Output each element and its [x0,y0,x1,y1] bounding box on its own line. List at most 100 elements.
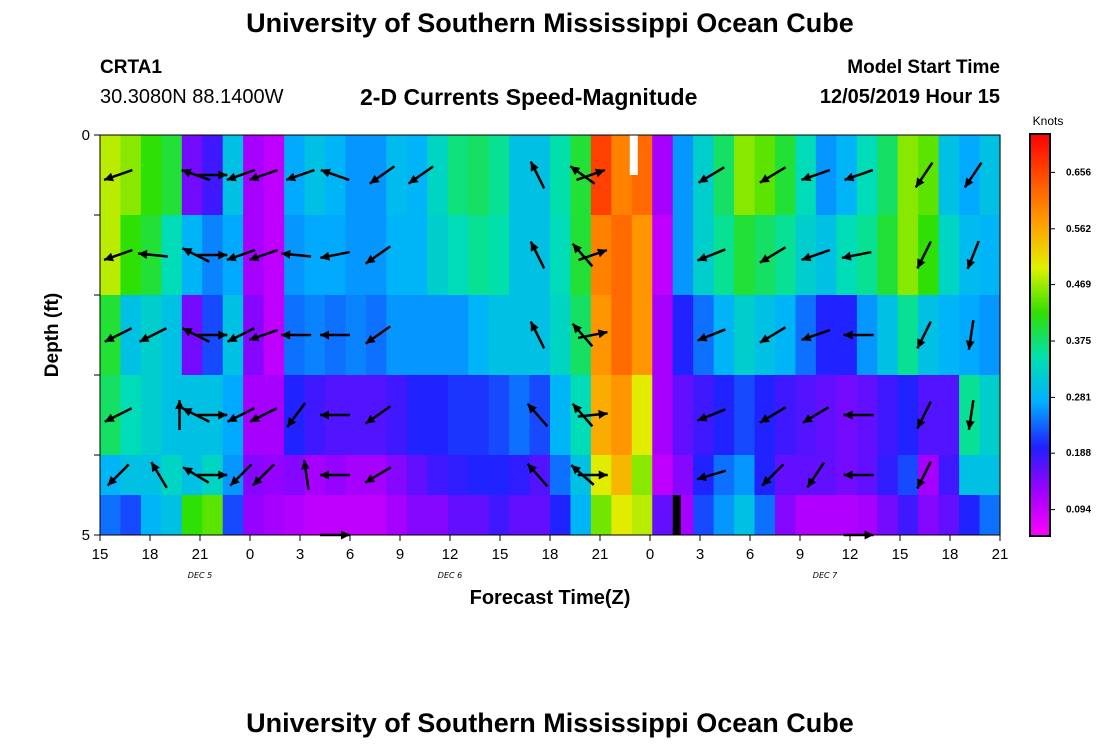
vector-head [697,333,708,342]
vector-head [320,168,331,178]
heatmap-cell [304,295,326,375]
heatmap-cell [406,295,428,375]
current-vector [248,248,278,262]
heatmap-cell [979,215,1001,295]
heatmap-cell [161,375,183,455]
vector-head [218,170,228,180]
vector-head [320,251,330,261]
heatmap-cell [284,495,306,535]
heatmap-cell [631,295,653,375]
heatmap-cell [877,215,899,295]
heatmap-cell [652,495,674,535]
x-tick-label: 6 [746,546,754,563]
station-id: CRTA1 [100,57,162,78]
vector-head [151,462,160,473]
y-tick-label: 5 [82,527,90,544]
heatmap-cell [304,495,326,535]
current-vector [281,330,312,340]
current-vector [696,248,726,262]
heatmap-cell [263,375,285,455]
heatmap-cell [345,215,367,295]
current-vectors [103,161,983,540]
vector-head [183,467,194,476]
current-vector [229,463,253,487]
current-vector [320,410,350,420]
current-vector [407,165,434,185]
vector-head [104,413,115,422]
current-vector [181,407,210,423]
heatmap-cell [959,295,981,375]
current-vector [301,459,310,491]
current-vector [843,330,874,340]
heatmap-cell [795,375,817,455]
vector-head [801,172,812,182]
vector-head [759,174,770,183]
current-vector [801,248,831,262]
heatmap-cell [775,295,797,375]
heatmap-cell [672,455,694,495]
heatmap-cell [529,215,551,295]
current-vector [226,168,256,182]
current-vector [526,402,549,428]
vector-head [226,172,237,182]
heatmap-cell [611,495,633,535]
vector-head [365,474,376,483]
vector-head [572,243,582,254]
heatmap-cell [509,455,531,495]
vector-head [759,254,770,263]
heatmap-cell [918,455,940,495]
heatmap-cell [734,215,756,295]
heatmap-cell [243,215,265,295]
heatmap-cell [938,375,960,455]
current-vector [103,168,133,182]
heatmap-cell [631,215,653,295]
heatmap-cell [734,495,756,535]
heatmap-cell [509,375,531,455]
heatmap-cell [897,135,919,215]
current-vector [759,166,787,184]
vector-head [249,332,260,342]
current-vector [197,410,228,420]
current-vector [104,407,133,423]
current-vector [103,248,133,262]
heatmap-cell [345,495,367,535]
current-vector [843,470,874,480]
heatmap-cell [181,375,203,455]
heatmap-cell [856,135,878,215]
footer-title: University of Southern Mississippi Ocean… [246,708,854,738]
heatmap-cell [325,495,347,535]
current-vector [181,168,211,182]
heatmap-cell [815,215,837,295]
colorbar-tick-label: 0.469 [1066,280,1091,291]
heatmap-cell [447,455,469,495]
current-vector [759,326,787,344]
vector-head [320,410,329,420]
heatmap-cell [509,135,531,215]
current-vector [281,249,312,259]
vector-head [530,161,539,172]
heatmap-cell [140,495,162,535]
vector-head [530,321,539,332]
heatmap-cell [222,495,244,535]
x-tick-label: 15 [492,546,509,563]
heatmap-cell [652,295,674,375]
vector-head [281,330,291,340]
heatmap-cell [938,495,960,535]
vector-head [762,476,772,486]
x-axis-label: Forecast Time(Z) [470,587,631,609]
heatmap-cell [713,215,735,295]
heatmap-cell [427,135,449,215]
vector-head [964,177,974,188]
vector-head [917,418,926,429]
heatmap-cell [570,495,592,535]
heatmap-cell [406,455,428,495]
vector-head [175,400,185,409]
current-vector [226,327,255,343]
vector-head [230,476,240,486]
heatmap-cell [775,215,797,295]
heatmap-cell [447,295,469,375]
vector-head [572,403,582,414]
current-vector [696,469,727,482]
heatmap-cell [386,215,408,295]
vector-head [759,334,770,343]
